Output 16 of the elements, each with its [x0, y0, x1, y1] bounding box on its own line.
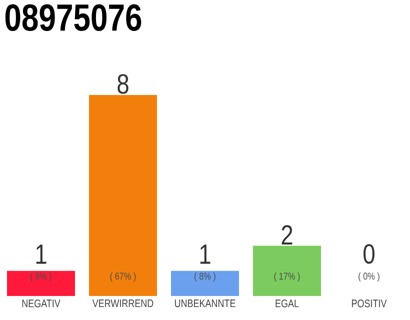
x-tick-label: EGAL: [276, 300, 299, 308]
annotation: ( 67% ): [110, 272, 136, 282]
data-label: 8: [118, 74, 128, 94]
data-label: 1: [200, 244, 210, 264]
data-label: 1: [36, 244, 46, 264]
annotation: ( 17% ): [274, 272, 300, 282]
x-tick-label: UNBEKANNTE: [174, 300, 236, 308]
annotation: ( 0% ): [358, 272, 380, 282]
x-tick-label: NEGATIV: [22, 300, 60, 308]
annotation: ( 8% ): [30, 272, 52, 282]
x-tick-label: VERWIRREND: [92, 300, 154, 308]
data-label: 2: [282, 225, 292, 245]
data-label: 0: [364, 244, 374, 264]
chart-title: 08975076: [5, 4, 142, 32]
x-tick-label: POSITIV: [352, 300, 387, 308]
annotation: ( 8% ): [194, 272, 216, 282]
